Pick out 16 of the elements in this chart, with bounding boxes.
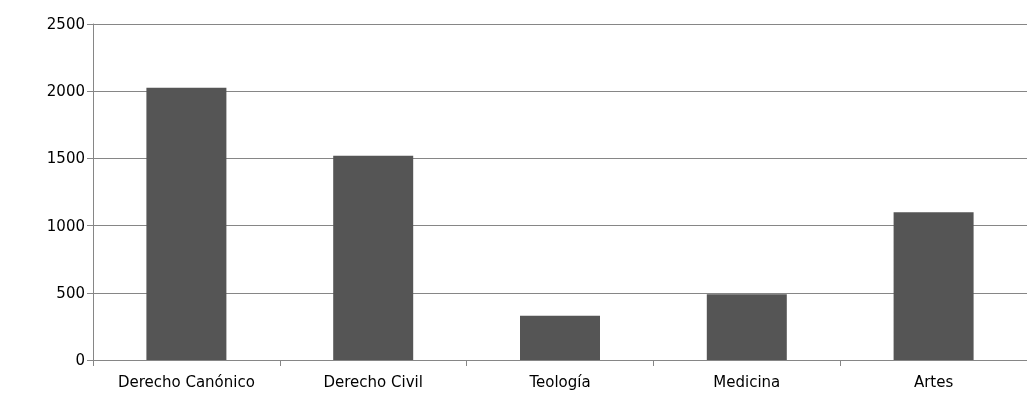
- x-tick-label: Derecho Civil: [323, 372, 423, 391]
- y-tick-label: 2500: [46, 15, 85, 33]
- y-tick-label: 1500: [46, 149, 85, 168]
- bar: [893, 212, 974, 360]
- x-tick-label: Medicina: [713, 372, 781, 391]
- x-tick-label: Derecho Canónico: [117, 372, 255, 391]
- y-tick-label: 2000: [46, 82, 85, 101]
- bar: [333, 155, 414, 360]
- y-tick-label: 0: [75, 351, 85, 369]
- y-tick-label: 500: [56, 283, 85, 302]
- y-tick-label: 1000: [46, 216, 85, 235]
- bar: [146, 87, 227, 360]
- bar: [520, 315, 600, 360]
- x-tick-label: Artes: [913, 372, 954, 391]
- x-tick-label: Teología: [528, 372, 591, 391]
- bar: [706, 294, 787, 360]
